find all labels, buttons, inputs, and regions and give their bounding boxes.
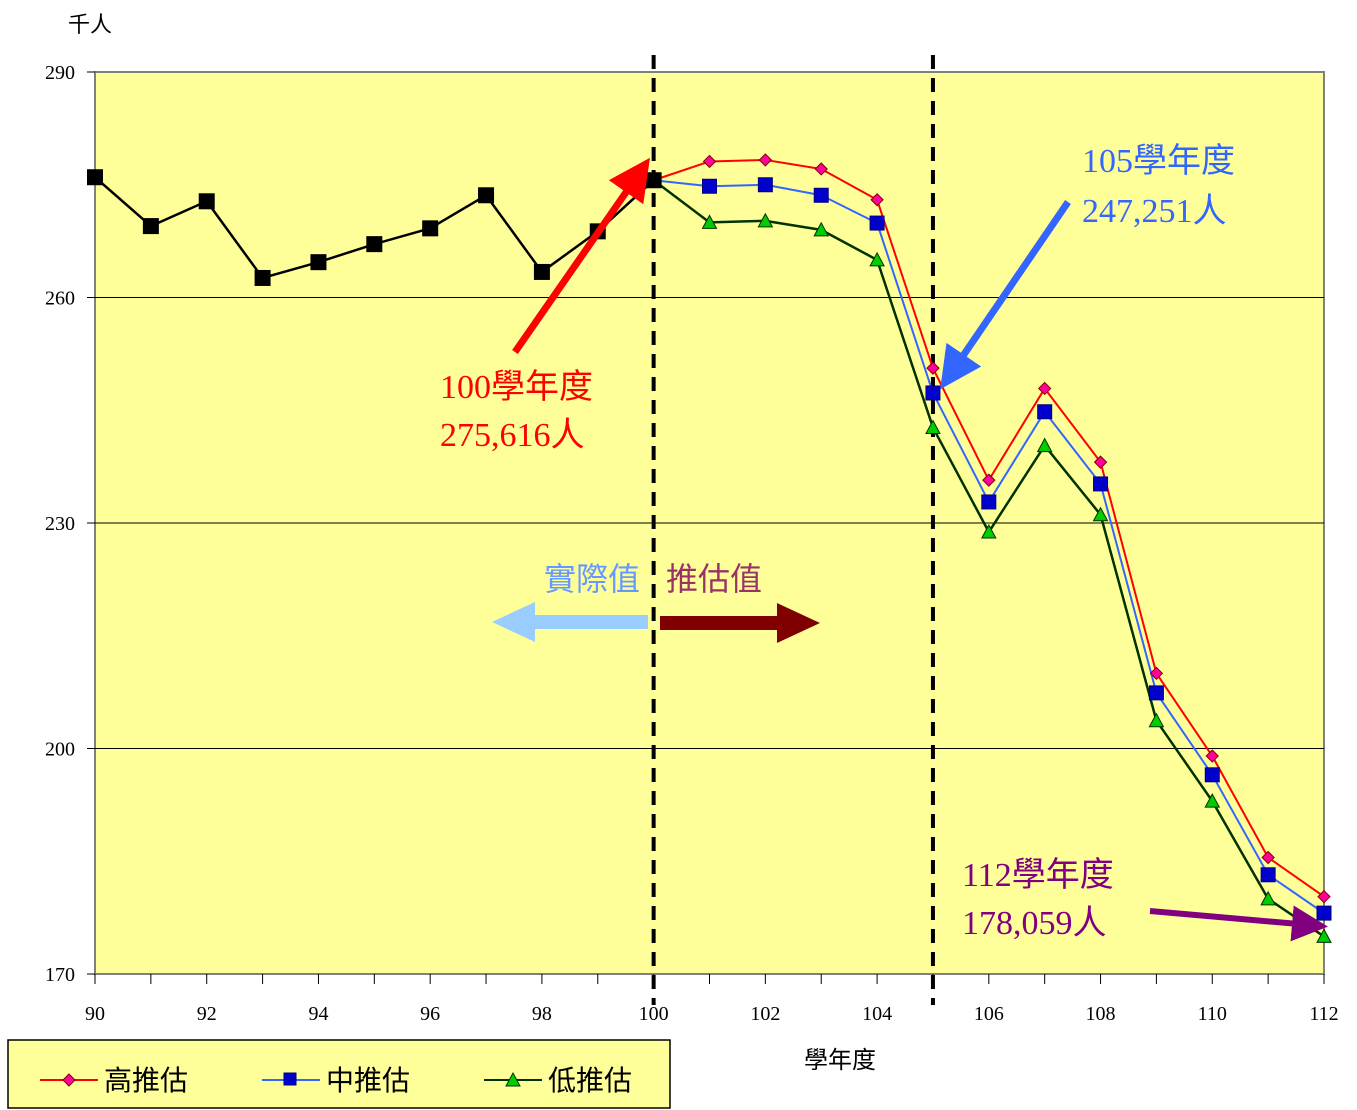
point-mid [1093,476,1109,492]
region-label-projection: 推估值 [666,560,762,598]
annotation-105-count: 247,251人 [1082,193,1227,230]
point-low [925,419,941,435]
legend: 高推估 中推估 低推估 [7,1039,671,1109]
legend-marker-mid [283,1072,297,1086]
point-mid [981,494,997,510]
point-high [926,361,940,375]
x-tick-label: 92 [197,1003,217,1025]
point-actual [422,220,439,237]
point-high [870,193,884,207]
annotation-arrow-105 [940,200,1071,390]
annotation-112-year: 112學年度 [962,856,1114,894]
x-tick-label: 98 [532,1003,552,1025]
point-actual [366,236,383,253]
x-axis-ticks: 90 92 94 96 98 100 102 104 106 108 110 112 [85,974,1339,1025]
point-high [1317,889,1331,904]
point-actual [142,218,159,235]
point-low [1036,437,1053,453]
point-mid [869,215,885,231]
point-mid [1260,867,1276,883]
point-low [1204,793,1221,808]
point-low [757,212,774,228]
point-high [1205,749,1219,763]
point-actual [478,187,495,204]
point-high [814,162,828,176]
point-low [1092,506,1109,522]
y-tick-label: 290 [45,62,75,84]
point-high [1093,455,1108,469]
legend-label-mid: 中推估 [326,1064,410,1097]
arrow-left-actual [492,602,648,642]
y-tick-label: 260 [45,288,75,310]
point-mid [702,178,717,194]
point-actual [198,193,215,210]
point-actual [87,169,103,186]
annotation-arrow-112 [1149,905,1328,942]
legend-marker-high [62,1073,76,1087]
y-axis-ticks: 170 200 230 260 290 [45,62,95,986]
point-high [1037,381,1052,396]
x-tick-label: 94 [308,1003,328,1025]
x-tick-label: 100 [639,1003,669,1025]
x-tick-label: 108 [1086,1003,1116,1025]
point-high [982,473,996,487]
point-mid [813,187,829,203]
point-mid [1204,767,1220,783]
y-tick-label: 170 [45,964,75,986]
y-axis-label: 千人 [68,13,112,38]
point-low [813,221,830,237]
x-tick-label: 102 [750,1003,780,1025]
legend-marker-low [505,1071,521,1087]
gridlines [95,297,1324,749]
legend-label-high: 高推估 [104,1064,188,1097]
point-low [1148,712,1165,728]
point-mid [1148,685,1164,701]
point-actual [533,263,550,280]
point-low [980,523,997,539]
legend-label-low: 低推估 [548,1064,632,1097]
y-tick-label: 230 [45,513,75,535]
point-high [1261,850,1275,865]
point-actual [254,269,271,286]
point-mid [1037,404,1053,420]
x-tick-label: 96 [420,1003,440,1025]
point-high [758,153,773,167]
y-tick-label: 200 [45,739,75,761]
point-low [869,251,885,267]
x-axis-label: 學年度 [804,1046,876,1074]
annotation-100-count: 275,616人 [440,417,585,454]
point-mid [1316,905,1332,921]
point-low [701,214,718,229]
point-actual [645,172,662,189]
point-mid [757,177,773,193]
annotation-arrow-100 [512,157,650,354]
x-tick-label: 90 [85,1003,105,1025]
point-low [1260,890,1276,906]
arrow-right-projection [660,603,820,643]
point-actual [310,254,327,271]
x-tick-label: 106 [974,1003,1004,1025]
point-high [1149,666,1164,681]
x-tick-label: 110 [1198,1003,1227,1025]
annotation-100-year: 100學年度 [440,368,593,406]
x-tick-label: 104 [862,1003,892,1025]
legend-box [7,1039,671,1109]
point-mid [925,385,941,401]
point-high [702,154,717,169]
annotation-105-year: 105學年度 [1082,142,1235,180]
region-label-actual: 實際值 [544,560,640,598]
divider-lines [651,55,935,1005]
x-tick-label: 112 [1309,1003,1338,1025]
annotation-112-count: 178,059人 [962,905,1107,942]
